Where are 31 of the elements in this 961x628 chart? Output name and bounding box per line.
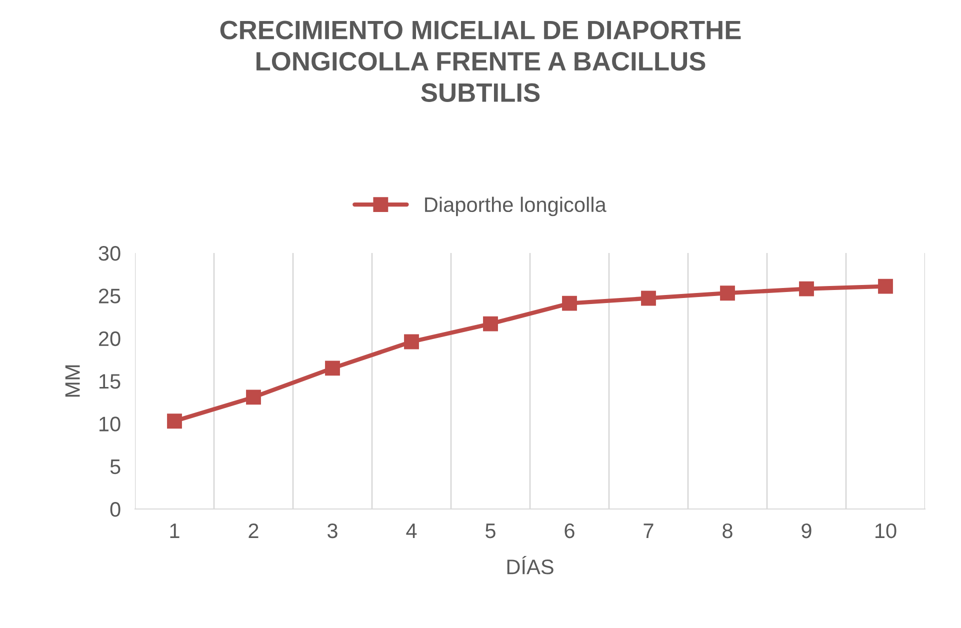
point <box>404 334 419 350</box>
y-axis-title: MM <box>65 365 80 397</box>
point <box>325 360 340 376</box>
x-tick-label: 1 <box>170 524 180 538</box>
y-tick-label: 0 <box>110 502 120 517</box>
x-tick-label: 2 <box>248 523 258 538</box>
x-tick-label: 8 <box>722 523 732 538</box>
x-tick-label: 7 <box>644 524 654 538</box>
y-tick-label: 30 <box>98 246 120 261</box>
x-tick-label: 9 <box>802 523 812 538</box>
point <box>562 296 577 311</box>
point <box>167 414 182 429</box>
x-axis-title: DÍAS <box>507 556 554 574</box>
y-tick-label: 15 <box>100 374 120 389</box>
legend-label: Diaporthe longicolla <box>425 196 606 216</box>
y-tick-label: 20 <box>98 331 120 346</box>
x-tick-label: 6 <box>564 523 574 538</box>
x-tick-label: 5 <box>486 524 496 538</box>
chart-title: CRECIMIENTO MICELIAL DE DIAPORTHE LONGICOLLA FRENTE A BACILLUS SUBTILIS <box>220 20 741 102</box>
point <box>246 390 261 405</box>
x-tick-label: 10 <box>876 523 896 538</box>
y-tick-label: 5 <box>110 460 120 474</box>
y-tick-label: 10 <box>100 416 120 432</box>
x-tick-label: 3 <box>328 523 338 538</box>
y-tick-label: 25 <box>98 288 120 304</box>
point <box>483 316 498 332</box>
point <box>641 290 656 306</box>
point <box>799 281 814 296</box>
point <box>720 286 735 301</box>
point <box>878 278 893 294</box>
x-tick-label: 4 <box>406 524 417 538</box>
